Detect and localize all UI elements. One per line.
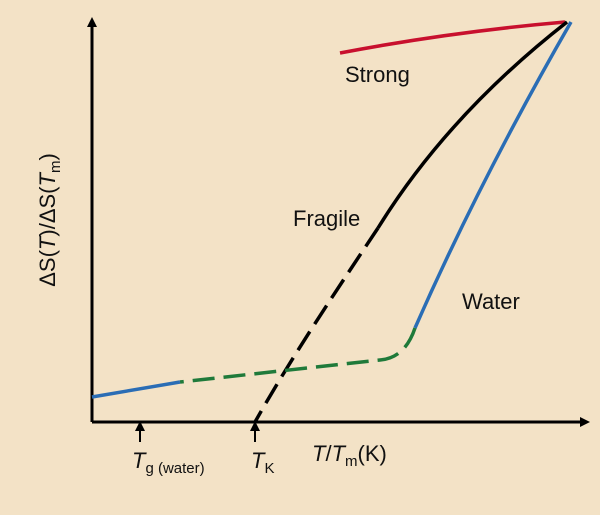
water-low <box>91 380 181 399</box>
tg-part: g (water) <box>145 460 204 477</box>
y-label-part: m <box>47 161 64 174</box>
tk-label: TK <box>251 448 274 477</box>
y-label-part: ΔS( <box>35 249 60 286</box>
tk-part: K <box>264 460 274 477</box>
tg-label: Tg (water) <box>132 448 205 477</box>
y-label-part: )/ΔS( <box>35 186 60 237</box>
x-label-part: / <box>325 441 332 466</box>
tg-part: T <box>132 448 147 473</box>
water-curve <box>413 21 573 329</box>
x-axis-label: T/Tm(K) <box>312 441 387 470</box>
water-dashed <box>179 327 417 384</box>
x-label-part: T <box>332 441 347 466</box>
fragile-dashed <box>253 227 380 423</box>
y-axis-label: ΔS(T)/ΔS(Tm) <box>35 153 64 287</box>
fragile-label: Fragile <box>293 206 360 231</box>
x-label-part: T <box>312 441 327 466</box>
x-label-part: (K) <box>358 441 387 466</box>
strong-curve <box>339 20 566 55</box>
fragile-curve <box>376 20 569 229</box>
water-label: Water <box>462 289 520 314</box>
x-label-part: m <box>345 453 358 470</box>
strong-label: Strong <box>345 62 410 87</box>
y-label-part: T <box>35 171 60 186</box>
tk-part: T <box>251 448 266 473</box>
y-label-part: T <box>35 235 60 250</box>
y-label-part: ) <box>35 153 60 160</box>
